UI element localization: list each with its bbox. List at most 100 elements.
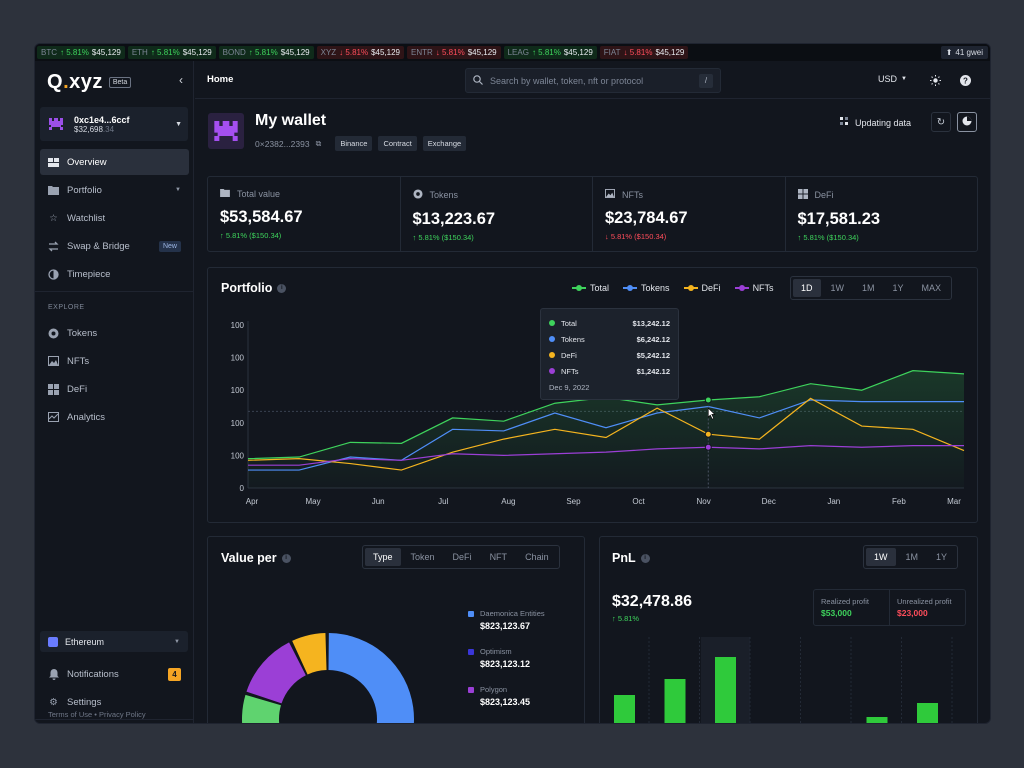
ticker-item[interactable]: LEAG ↑ 5.81% $45,129: [503, 46, 597, 59]
collapse-sidebar-icon[interactable]: ‹: [179, 73, 183, 87]
sidebar-item-watchlist[interactable]: ☆ Watchlist: [40, 205, 189, 231]
range-1y[interactable]: 1Y: [892, 283, 904, 293]
pnl-bar[interactable]: [866, 717, 888, 723]
pnl-bar[interactable]: [664, 679, 686, 723]
sidebar-item-timepiece[interactable]: Timepiece: [40, 261, 189, 287]
search-placeholder: Search by wallet, token, nft or protocol: [490, 75, 644, 86]
stat-label: Total value: [237, 189, 281, 199]
ticker-item[interactable]: FIAT ↓ 5.81% $45,129: [599, 46, 689, 59]
donut-slice[interactable]: [328, 633, 414, 724]
pnl-bar[interactable]: [614, 695, 635, 723]
ticker-item[interactable]: ETH ↑ 5.81% $45,129: [127, 46, 216, 59]
pnl-bar[interactable]: [917, 703, 938, 723]
stat-card[interactable]: NFTs $23,784.67 ↓ 5.81% ($150.34): [593, 177, 786, 251]
portfolio-line-chart: 0 100 100 100 100 100 Apr May Jun Jul Aug Sep Oct Nov…: [231, 321, 965, 506]
value-per-title: Value per: [221, 551, 277, 565]
donut-slice[interactable]: [246, 642, 306, 704]
sidebar-item-notifications[interactable]: Notifications 4: [40, 661, 189, 687]
stat-label: DeFi: [814, 190, 834, 200]
logo: Q.xyz: [47, 71, 103, 93]
sidebar-item-label: Settings: [67, 696, 102, 708]
legend-item[interactable]: Daemonica Entities $823,123.67: [468, 609, 545, 631]
chain-selector[interactable]: Ethereum ▼: [40, 631, 188, 652]
sidebar-item-analytics[interactable]: Analytics: [40, 404, 189, 430]
portfolio-title: Portfolio: [221, 281, 273, 295]
range-1m[interactable]: 1M: [862, 283, 875, 293]
token-icon: [48, 328, 59, 339]
realized-profit: Realized profit $53,000: [814, 590, 890, 625]
sidebar-item-nfts[interactable]: NFTs: [40, 348, 189, 374]
info-icon[interactable]: i: [640, 553, 650, 563]
brand[interactable]: Q.xyz Beta: [47, 71, 132, 94]
ticker-item[interactable]: BTC ↑ 5.81% $45,129: [37, 46, 125, 59]
theme-toggle-icon[interactable]: [928, 73, 942, 87]
terms-link[interactable]: Terms of Use: [48, 710, 93, 719]
legend-item-defi[interactable]: DeFi: [683, 283, 721, 293]
sidebar-item-portfolio[interactable]: Portfolio ▼: [40, 177, 189, 203]
legend-item[interactable]: Optimism $823,123.12: [468, 647, 530, 669]
sidebar-item-tokens[interactable]: Tokens: [40, 320, 189, 346]
search-input[interactable]: Search by wallet, token, nft or protocol…: [465, 68, 721, 93]
tab-type[interactable]: Type: [365, 548, 401, 566]
folder-icon: [220, 189, 230, 199]
currency-selector[interactable]: USD ▼: [878, 74, 907, 84]
sidebar-item-swap[interactable]: Swap & Bridge New: [40, 233, 189, 259]
account-address: 0xc1e4...6ccf: [74, 114, 130, 125]
y-tick-label: 0: [240, 484, 245, 493]
sidebar-item-label: DeFi: [67, 383, 88, 395]
ticker-item[interactable]: BOND ↑ 5.81% $45,129: [218, 46, 314, 59]
range-1w[interactable]: 1W: [830, 283, 845, 293]
legend-item-nfts[interactable]: NFTs: [734, 283, 774, 293]
stat-card[interactable]: Tokens $13,223.67 ↑ 5.81% ($150.34): [401, 177, 593, 251]
ticker-symbol: BTC: [41, 48, 57, 57]
stat-label-row: Total value: [220, 189, 388, 199]
tab-token[interactable]: Token: [410, 552, 435, 562]
range-max[interactable]: MAX: [921, 283, 942, 293]
info-icon[interactable]: i: [277, 283, 287, 293]
svg-text:?: ?: [963, 76, 968, 85]
tab-defi[interactable]: DeFi: [452, 552, 472, 562]
pnl-range-1m[interactable]: 1M: [905, 552, 919, 562]
chart-view-button[interactable]: [957, 112, 977, 132]
range-1d[interactable]: 1D: [793, 279, 821, 297]
pnl-range-1w[interactable]: 1W: [866, 548, 896, 566]
pnl-range-1y[interactable]: 1Y: [936, 552, 948, 562]
tooltip-row: NFTs $1,242.12: [549, 363, 670, 379]
legend-item-total[interactable]: Total: [572, 283, 609, 293]
gas-price: ⬆ 41 gwei: [940, 46, 988, 59]
pnl-bar[interactable]: [715, 657, 736, 723]
legend-label: Tokens: [641, 283, 670, 293]
tab-chain[interactable]: Chain: [525, 552, 549, 562]
stat-label-row: DeFi: [797, 189, 966, 201]
section-label-explore: EXPLORE: [48, 304, 85, 311]
dashboard-icon: [48, 157, 59, 168]
info-icon[interactable]: i: [281, 553, 291, 563]
tooltip-value: $13,242.12: [632, 318, 670, 328]
ticker-item[interactable]: XYZ ↓ 5.81% $45,129: [316, 46, 404, 59]
swap-icon: [48, 241, 59, 252]
refresh-button[interactable]: ↻: [931, 112, 951, 132]
account-selector[interactable]: 0xc1e4...6ccf $32,698.34 ▼: [40, 107, 188, 141]
legend-item[interactable]: Polygon $823,123.45: [468, 685, 530, 707]
star-icon: ☆: [49, 212, 58, 224]
privacy-link[interactable]: Privacy Policy: [98, 710, 146, 719]
help-icon[interactable]: ?: [958, 73, 972, 87]
y-tick-label: 100: [231, 451, 245, 460]
stat-value: $17,581.23: [797, 210, 881, 228]
x-tick-label: Apr: [246, 497, 259, 506]
ticker-price: $45,129: [182, 48, 212, 57]
copy-icon[interactable]: ⧉: [315, 138, 322, 148]
tab-nft[interactable]: NFT: [489, 552, 508, 562]
stat-card[interactable]: Total value $53,584.67 ↑ 5.81% ($150.34): [208, 177, 401, 251]
donut-slice[interactable]: [242, 694, 290, 724]
series-line-tokens: [248, 399, 964, 471]
donut-slice[interactable]: [292, 633, 327, 675]
ticker-item[interactable]: ENTR ↓ 5.81% $45,129: [407, 46, 501, 59]
sidebar-item-settings[interactable]: ⚙ Settings: [40, 689, 189, 715]
sidebar-item-defi[interactable]: DeFi: [40, 376, 189, 402]
breadcrumb[interactable]: Home: [207, 74, 234, 85]
sidebar-item-overview[interactable]: Overview: [40, 149, 189, 175]
stat-card[interactable]: DeFi $17,581.23 ↑ 5.81% ($150.34): [786, 177, 978, 251]
x-tick-label: Jul: [438, 497, 448, 506]
legend-item-tokens[interactable]: Tokens: [623, 283, 670, 293]
